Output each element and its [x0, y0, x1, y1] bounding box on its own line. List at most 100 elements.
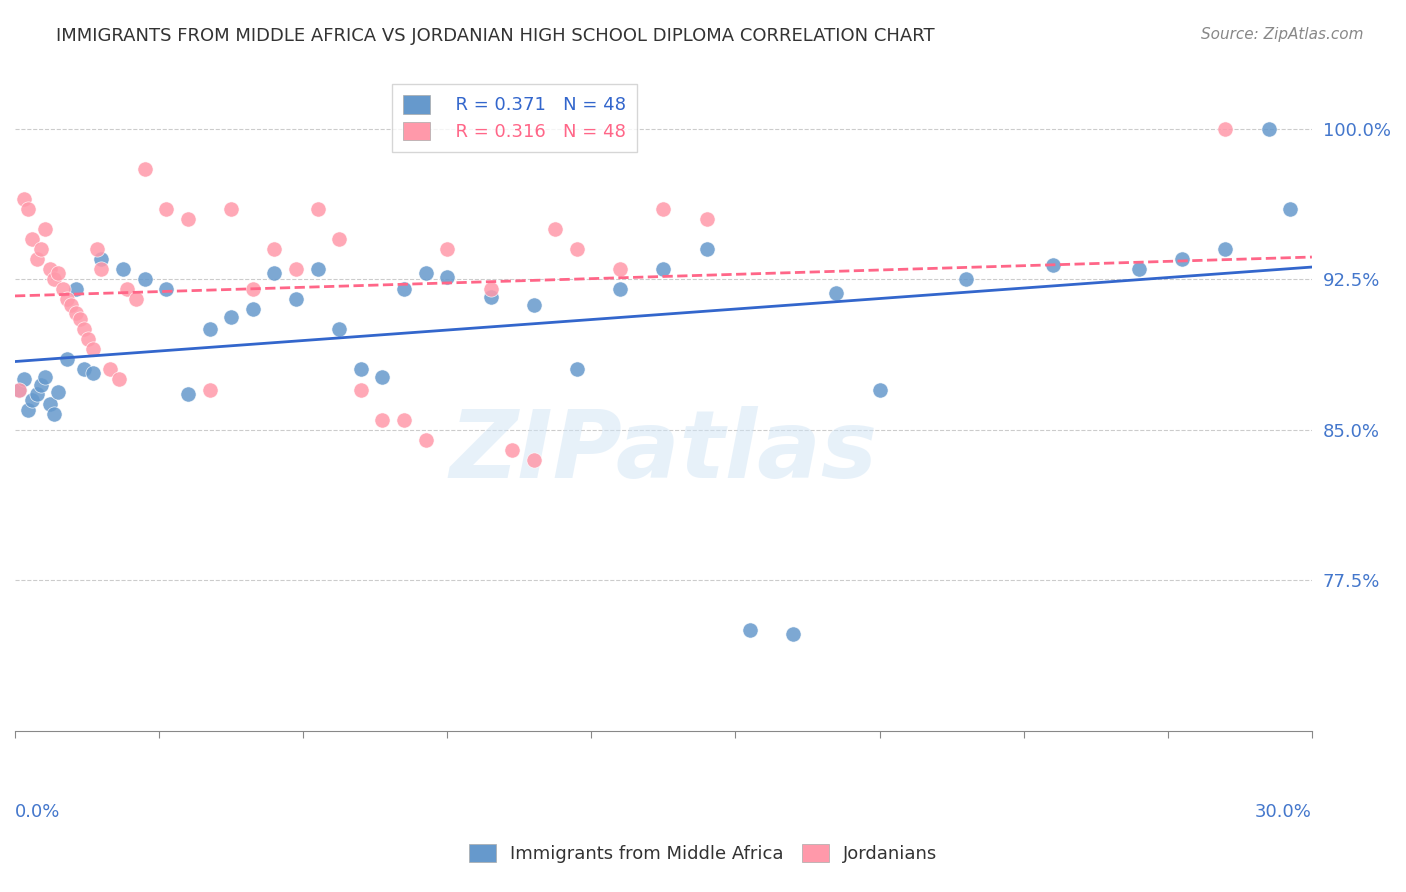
- Point: [219, 202, 242, 216]
- Point: [479, 282, 502, 296]
- Point: [21, 392, 44, 407]
- Point: [46, 266, 69, 280]
- Point: [21, 232, 44, 246]
- Legend:   R = 0.371   N = 48,   R = 0.316   N = 48: R = 0.371 N = 48, R = 0.316 N = 48: [392, 84, 637, 152]
- Point: [177, 386, 200, 401]
- Point: [523, 452, 546, 467]
- Point: [90, 252, 112, 266]
- Point: [1279, 202, 1302, 216]
- Point: [285, 292, 308, 306]
- Point: [1257, 121, 1279, 136]
- Legend: Immigrants from Middle Africa, Jordanians: Immigrants from Middle Africa, Jordanian…: [458, 833, 948, 874]
- Point: [25, 386, 48, 401]
- Point: [30, 378, 52, 392]
- Point: [65, 282, 87, 296]
- Text: IMMIGRANTS FROM MIDDLE AFRICA VS JORDANIAN HIGH SCHOOL DIPLOMA CORRELATION CHART: IMMIGRANTS FROM MIDDLE AFRICA VS JORDANI…: [56, 27, 935, 45]
- Point: [565, 362, 588, 376]
- Point: [112, 262, 135, 277]
- Point: [328, 322, 350, 336]
- Text: 0.0%: 0.0%: [15, 803, 60, 821]
- Point: [73, 322, 96, 336]
- Point: [65, 306, 87, 320]
- Point: [198, 383, 221, 397]
- Point: [328, 232, 350, 246]
- Point: [46, 384, 69, 399]
- Point: [34, 222, 56, 236]
- Point: [652, 262, 675, 277]
- Point: [42, 272, 65, 286]
- Point: [1042, 258, 1064, 272]
- Point: [307, 202, 329, 216]
- Point: [56, 292, 79, 306]
- Point: [13, 372, 35, 386]
- Point: [90, 262, 112, 277]
- Point: [782, 627, 804, 641]
- Point: [73, 362, 96, 376]
- Point: [77, 332, 100, 346]
- Point: [219, 310, 242, 325]
- Point: [25, 252, 48, 266]
- Point: [51, 282, 73, 296]
- Point: [56, 352, 79, 367]
- Point: [350, 362, 373, 376]
- Point: [825, 286, 848, 301]
- Point: [8, 383, 31, 397]
- Point: [392, 282, 415, 296]
- Point: [82, 367, 104, 381]
- Point: [242, 282, 264, 296]
- Text: Source: ZipAtlas.com: Source: ZipAtlas.com: [1201, 27, 1364, 42]
- Point: [155, 202, 177, 216]
- Point: [42, 407, 65, 421]
- Point: [696, 211, 718, 226]
- Point: [1215, 121, 1237, 136]
- Point: [17, 402, 39, 417]
- Point: [371, 370, 394, 384]
- Point: [13, 192, 35, 206]
- Point: [609, 282, 631, 296]
- Point: [8, 383, 31, 397]
- Point: [117, 282, 139, 296]
- Text: ZIPatlas: ZIPatlas: [450, 407, 877, 499]
- Point: [86, 242, 108, 256]
- Point: [198, 322, 221, 336]
- Point: [523, 298, 546, 312]
- Point: [82, 343, 104, 357]
- Point: [107, 372, 129, 386]
- Point: [263, 242, 285, 256]
- Point: [501, 442, 523, 457]
- Point: [436, 270, 458, 285]
- Point: [285, 262, 308, 277]
- Point: [392, 412, 415, 426]
- Point: [60, 298, 83, 312]
- Point: [565, 242, 588, 256]
- Point: [177, 211, 200, 226]
- Point: [955, 272, 977, 286]
- Point: [544, 222, 567, 236]
- Point: [155, 282, 177, 296]
- Point: [307, 262, 329, 277]
- Point: [30, 242, 52, 256]
- Point: [134, 272, 156, 286]
- Point: [436, 242, 458, 256]
- Point: [38, 262, 60, 277]
- Point: [38, 396, 60, 410]
- Point: [242, 302, 264, 317]
- Point: [371, 412, 394, 426]
- Point: [738, 624, 761, 638]
- Point: [350, 383, 373, 397]
- Point: [1215, 242, 1237, 256]
- Point: [134, 161, 156, 176]
- Point: [696, 242, 718, 256]
- Point: [69, 312, 91, 326]
- Point: [34, 370, 56, 384]
- Point: [479, 290, 502, 304]
- Point: [125, 292, 148, 306]
- Point: [17, 202, 39, 216]
- Point: [415, 433, 437, 447]
- Point: [1171, 252, 1194, 266]
- Point: [98, 362, 121, 376]
- Text: 30.0%: 30.0%: [1256, 803, 1312, 821]
- Point: [415, 266, 437, 280]
- Point: [609, 262, 631, 277]
- Point: [263, 266, 285, 280]
